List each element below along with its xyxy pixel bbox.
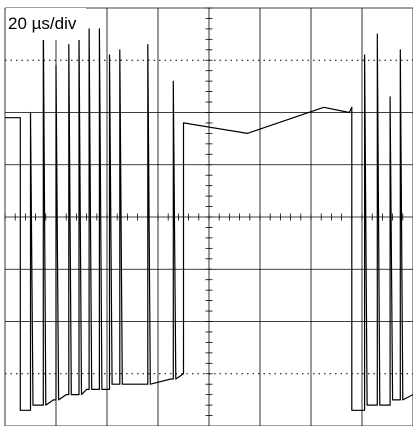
timebase-label: 20 µs/div (6, 8, 87, 40)
series-line-1 (5, 17, 413, 411)
center-axis-ticks (4, 7, 404, 416)
trace-layer (5, 17, 413, 411)
